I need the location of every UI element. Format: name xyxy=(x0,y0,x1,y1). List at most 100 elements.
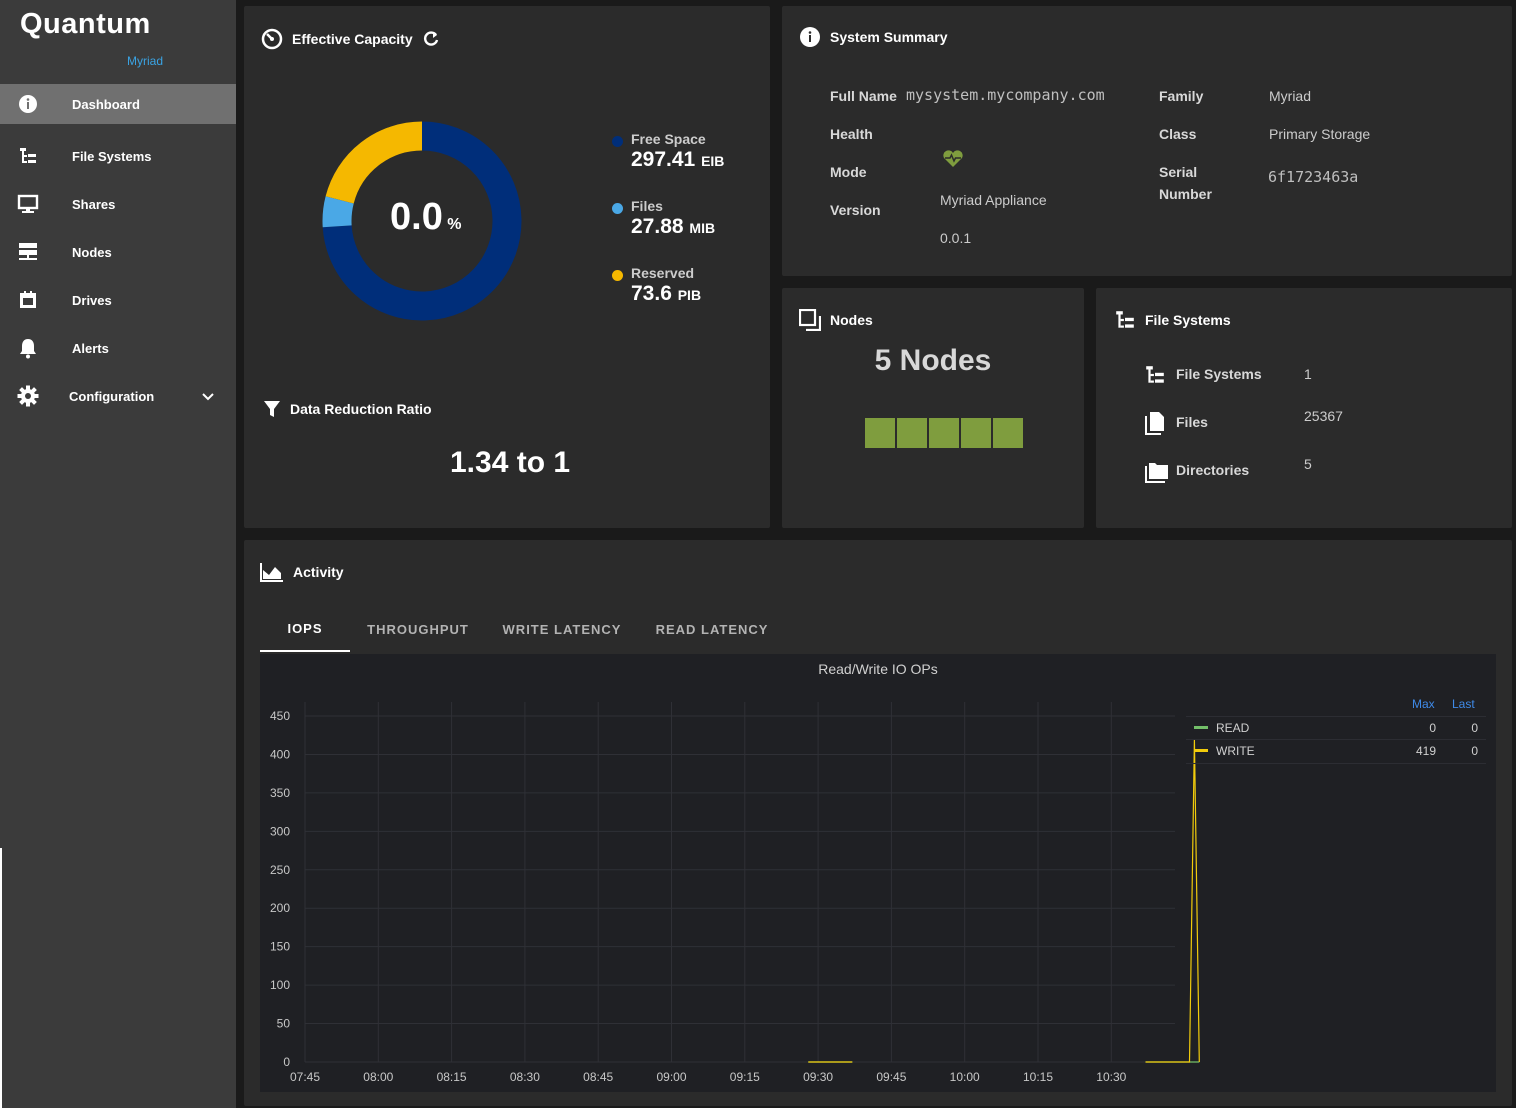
legend-value: 27.88 MIB xyxy=(631,215,715,239)
node-status-block[interactable] xyxy=(993,418,1023,448)
x-tick-label: 07:45 xyxy=(290,1070,320,1084)
data-reduction-title: Data Reduction Ratio xyxy=(263,399,432,419)
x-tick-label: 09:15 xyxy=(730,1070,760,1084)
capacity-percent: 0.0 % xyxy=(390,196,462,239)
sidebar-item-configuration[interactable]: Configuration xyxy=(0,372,236,420)
legend-number: 27.88 xyxy=(631,215,684,238)
y-tick-label: 400 xyxy=(270,747,290,761)
x-tick-label: 09:30 xyxy=(803,1070,833,1084)
drive-icon xyxy=(17,289,39,311)
x-tick-label: 08:15 xyxy=(437,1070,467,1084)
legend-row-read[interactable]: READ 0 0 xyxy=(1186,716,1486,740)
full-name-label: Full Name xyxy=(830,88,897,104)
node-status-block[interactable] xyxy=(929,418,959,448)
iops-chart: Read/Write IO OPs 0 50 100 150 200 250 300 350 40… xyxy=(270,661,1200,1084)
brand-logo: Quantum Myriad xyxy=(20,8,163,68)
sidebar-item-drives[interactable]: Drives xyxy=(0,276,236,324)
sidebar-item-label: Dashboard xyxy=(72,96,140,112)
y-tick-label: 450 xyxy=(270,709,290,723)
sidebar-nav: Dashboard File Systems Shares Nodes Driv… xyxy=(0,84,236,420)
mode-value: Myriad Appliance xyxy=(940,192,1047,208)
legend-value: 73.6 PIB xyxy=(631,282,701,306)
health-label: Health xyxy=(830,126,873,142)
series-max: 0 xyxy=(1429,721,1436,735)
legend-col-last[interactable]: Last xyxy=(1452,697,1475,711)
fs-row-label: File Systems xyxy=(1176,366,1262,382)
series-swatch xyxy=(1194,726,1208,729)
family-value: Myriad xyxy=(1269,88,1312,104)
x-tick-label: 08:45 xyxy=(583,1070,613,1084)
server-icon xyxy=(17,241,39,263)
fs-row-value: 1 xyxy=(1304,366,1312,382)
card-title-text: Data Reduction Ratio xyxy=(290,401,432,417)
brand-name: Quantum xyxy=(20,8,151,40)
legend-row-write[interactable]: WRITE 419 0 xyxy=(1186,740,1486,764)
version-label: Version xyxy=(830,202,881,218)
legend-col-max[interactable]: Max xyxy=(1412,697,1435,711)
capacity-percent-unit: % xyxy=(447,216,462,233)
effective-capacity-title: Effective Capacity xyxy=(261,28,450,50)
fs-row-label: Files xyxy=(1176,414,1208,430)
tab-throughput[interactable]: THROUGHPUT xyxy=(367,621,469,637)
y-tick-label: 0 xyxy=(283,1055,290,1069)
files-icon xyxy=(1145,412,1164,435)
tab-read-latency[interactable]: READ LATENCY xyxy=(655,621,769,637)
gear-icon xyxy=(17,385,39,407)
x-tick-label: 10:00 xyxy=(950,1070,980,1084)
fs-row-value: 25367 xyxy=(1304,408,1343,424)
legend-number: 73.6 xyxy=(631,282,672,305)
serial-label-line1: Serial xyxy=(1159,164,1198,180)
effective-capacity-card: Effective Capacity 0.0 % Free Space 297.… xyxy=(244,6,770,528)
tab-iops[interactable]: IOPS xyxy=(260,606,350,652)
tab-write-latency[interactable]: WRITE LATENCY xyxy=(502,621,622,637)
file-systems-card: File Systems File Systems 1 Files 25367 … xyxy=(1096,288,1512,528)
filter-icon xyxy=(264,401,280,417)
mode-label: Mode xyxy=(830,164,867,180)
series-last: 0 xyxy=(1471,744,1478,758)
capacity-donut xyxy=(322,121,522,321)
fs-row-label: Directories xyxy=(1176,462,1250,478)
node-status-block[interactable] xyxy=(961,418,991,448)
version-value: 0.0.1 xyxy=(940,230,972,246)
legend-label: Free Space xyxy=(631,131,706,147)
x-tick-label: 08:30 xyxy=(510,1070,540,1084)
sidebar-item-label: Shares xyxy=(72,196,116,212)
capacity-percent-value: 0.0 xyxy=(390,196,443,238)
sidebar-item-nodes[interactable]: Nodes xyxy=(0,228,236,276)
node-status-block[interactable] xyxy=(897,418,927,448)
x-tick-label: 08:00 xyxy=(363,1070,393,1084)
y-tick-label: 350 xyxy=(270,786,290,800)
sidebar-item-label: Alerts xyxy=(72,340,109,356)
donut-files xyxy=(322,196,354,228)
tree-icon xyxy=(17,145,39,167)
area-chart-icon xyxy=(260,563,283,582)
legend-unit: MIB xyxy=(689,220,716,236)
sidebar-item-label: Nodes xyxy=(72,244,112,260)
y-tick-label: 100 xyxy=(270,978,290,992)
legend-value: 297.41 EIB xyxy=(631,148,724,172)
y-tick-label: 200 xyxy=(270,901,290,915)
info-icon xyxy=(17,93,39,115)
donut-free-space xyxy=(322,121,522,321)
iops-chart-panel xyxy=(260,654,1496,1092)
series-last: 0 xyxy=(1471,721,1478,735)
health-heart-icon xyxy=(942,149,964,172)
node-status-block[interactable] xyxy=(865,418,895,448)
sidebar-item-shares[interactable]: Shares xyxy=(0,180,236,228)
legend-dot xyxy=(612,136,623,147)
legend-label: Files xyxy=(631,198,663,214)
legend-label: Reserved xyxy=(631,265,695,281)
sidebar-item-file-systems[interactable]: File Systems xyxy=(0,132,236,180)
y-tick-label: 50 xyxy=(277,1017,291,1031)
sidebar-item-alerts[interactable]: Alerts xyxy=(0,324,236,372)
card-title-text: Effective Capacity xyxy=(292,31,413,47)
x-tick-label: 10:15 xyxy=(1023,1070,1053,1084)
sidebar-item-dashboard[interactable]: Dashboard xyxy=(0,84,236,124)
series-max: 419 xyxy=(1415,744,1436,758)
chevron-down-icon[interactable] xyxy=(200,388,216,404)
y-tick-label: 150 xyxy=(270,940,290,954)
x-tick-label: 09:00 xyxy=(656,1070,686,1084)
refresh-icon[interactable] xyxy=(421,29,441,49)
info-icon xyxy=(800,27,820,47)
card-title-text: System Summary xyxy=(830,29,948,45)
